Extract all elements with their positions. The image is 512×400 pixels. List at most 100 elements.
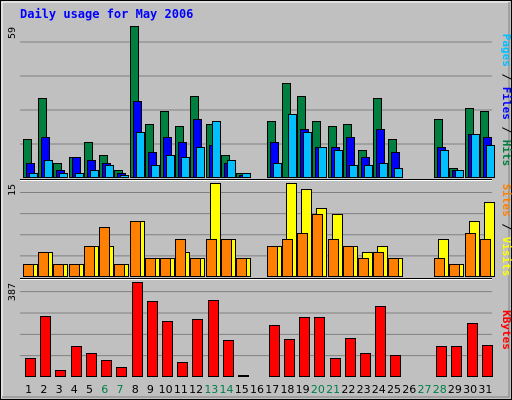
x-label-day-9: 9 bbox=[147, 383, 154, 396]
visits-bar-sites-day-14 bbox=[221, 239, 232, 277]
visits-bar-sites-day-23 bbox=[358, 258, 369, 277]
visits-bar-sites-day-9 bbox=[145, 258, 156, 277]
kbytes-bar-kbytes-day-19 bbox=[299, 317, 310, 377]
visits-bar-sites-day-25 bbox=[388, 258, 399, 277]
visits-bar-sites-day-12 bbox=[190, 258, 201, 277]
x-label-day-28: 28 bbox=[433, 383, 447, 396]
visits-bar-sites-day-11 bbox=[175, 239, 186, 277]
x-label-day-25: 25 bbox=[387, 383, 401, 396]
visits-bar-sites-day-1 bbox=[23, 264, 34, 277]
hits-bar-pages-day-1 bbox=[29, 173, 38, 178]
visits-bar-sites-day-29 bbox=[449, 264, 460, 277]
visits-bar-sites-day-18 bbox=[282, 239, 293, 277]
hits-bar-pages-day-15 bbox=[242, 173, 251, 178]
hits-bar-pages-day-6 bbox=[105, 165, 114, 178]
hits-bar-pages-day-3 bbox=[59, 173, 68, 178]
hits-bar-pages-day-12 bbox=[196, 147, 205, 178]
x-label-day-13: 13 bbox=[204, 383, 218, 396]
hits-bar-pages-day-19 bbox=[303, 132, 312, 178]
chart-panels: 59 Pages / Files / Hits 15 Sites / Visits 38… bbox=[7, 26, 512, 377]
kbytes-bar-kbytes-day-25 bbox=[390, 355, 401, 377]
visits-legend: Sites / Visits bbox=[500, 184, 512, 277]
x-label-day-4: 4 bbox=[71, 383, 78, 396]
x-label-day-27: 27 bbox=[417, 383, 431, 396]
kbytes-bar-kbytes-day-6 bbox=[101, 360, 112, 377]
hits-bar-pages-day-31 bbox=[486, 145, 495, 178]
visits-bar-sites-day-8 bbox=[130, 221, 141, 277]
visits-bar-sites-day-21 bbox=[328, 239, 339, 277]
kbytes-bar-kbytes-day-22 bbox=[345, 338, 356, 377]
x-label-day-8: 8 bbox=[132, 383, 139, 396]
x-label-day-5: 5 bbox=[86, 383, 93, 396]
hits-bar-pages-day-24 bbox=[379, 163, 388, 178]
hits-bar-pages-day-20 bbox=[318, 147, 327, 178]
hits-bar-pages-day-22 bbox=[349, 165, 358, 178]
kbytes-max-label: 387 bbox=[7, 283, 18, 301]
hits-bar-pages-day-4 bbox=[75, 173, 84, 178]
visits-legend-part: / bbox=[500, 217, 512, 237]
hits-bar-pages-day-23 bbox=[364, 165, 373, 178]
visits-bar-sites-day-4 bbox=[69, 264, 80, 277]
kbytes-bar-kbytes-day-13 bbox=[208, 300, 219, 377]
visits-legend-part: Visits bbox=[500, 237, 512, 277]
kbytes-bar-kbytes-day-12 bbox=[192, 319, 203, 377]
hits-bar-pages-day-5 bbox=[90, 170, 99, 178]
visits-bar-sites-day-13 bbox=[206, 239, 217, 277]
kbytes-bar-kbytes-day-31 bbox=[482, 345, 493, 377]
hits-bar-pages-day-13 bbox=[212, 121, 221, 178]
x-label-day-21: 21 bbox=[326, 383, 340, 396]
x-label-day-18: 18 bbox=[280, 383, 294, 396]
kbytes-bar-kbytes-day-23 bbox=[360, 353, 371, 377]
x-label-day-19: 19 bbox=[296, 383, 310, 396]
x-label-day-22: 22 bbox=[341, 383, 355, 396]
x-label-day-20: 20 bbox=[311, 383, 325, 396]
hits-bar-pages-day-2 bbox=[44, 160, 53, 178]
hits-bar-pages-day-28 bbox=[440, 150, 449, 178]
kbytes-bar-kbytes-day-17 bbox=[269, 325, 280, 377]
visits-bar-sites-day-30 bbox=[465, 233, 476, 277]
kbytes-bar-kbytes-day-1 bbox=[25, 358, 36, 377]
hits-legend-part: Hits bbox=[500, 140, 512, 167]
visits-legend-part: Sites bbox=[500, 184, 512, 217]
visits-bar-sites-day-28 bbox=[434, 258, 445, 277]
kbytes-bar-kbytes-day-20 bbox=[314, 317, 325, 377]
hits-bar-pages-day-7 bbox=[120, 175, 129, 178]
kbytes-bar-kbytes-day-3 bbox=[55, 370, 66, 377]
x-label-day-6: 6 bbox=[101, 383, 108, 396]
hits-legend-part: / bbox=[500, 120, 512, 140]
visits-bar-sites-day-5 bbox=[84, 246, 95, 277]
x-label-day-15: 15 bbox=[235, 383, 249, 396]
visits-bar-sites-day-31 bbox=[480, 239, 491, 277]
kbytes-bar-kbytes-day-18 bbox=[284, 339, 295, 377]
hits-legend-part: Files bbox=[500, 87, 512, 120]
kbytes-bar-kbytes-day-15 bbox=[238, 375, 249, 377]
x-label-day-10: 10 bbox=[159, 383, 173, 396]
hits-legend-part: / bbox=[500, 67, 512, 87]
x-label-day-14: 14 bbox=[220, 383, 234, 396]
hits-bar-pages-day-29 bbox=[455, 170, 464, 178]
x-label-day-29: 29 bbox=[448, 383, 462, 396]
hits-bar-pages-day-11 bbox=[181, 157, 190, 178]
kbytes-bar-kbytes-day-28 bbox=[436, 346, 447, 377]
hits-bar-pages-day-25 bbox=[394, 168, 403, 178]
x-label-day-17: 17 bbox=[265, 383, 279, 396]
visits-bar-sites-day-7 bbox=[114, 264, 125, 277]
visits-bar-sites-day-20 bbox=[312, 214, 323, 277]
kbytes-legend: KBytes bbox=[500, 310, 512, 350]
x-label-day-24: 24 bbox=[372, 383, 386, 396]
kbytes-legend-part: KBytes bbox=[500, 310, 512, 350]
x-label-day-31: 31 bbox=[478, 383, 492, 396]
visits-bar-sites-day-15 bbox=[236, 258, 247, 277]
hits-bar-pages-day-8 bbox=[136, 132, 145, 178]
kbytes-bar-kbytes-day-4 bbox=[71, 346, 82, 377]
x-label-day-30: 30 bbox=[463, 383, 477, 396]
hits-bar-pages-day-17 bbox=[273, 163, 282, 178]
x-label-day-1: 1 bbox=[25, 383, 32, 396]
kbytes-bar-kbytes-day-29 bbox=[451, 346, 462, 377]
visits-bar-sites-day-24 bbox=[373, 252, 384, 277]
x-label-day-16: 16 bbox=[250, 383, 264, 396]
